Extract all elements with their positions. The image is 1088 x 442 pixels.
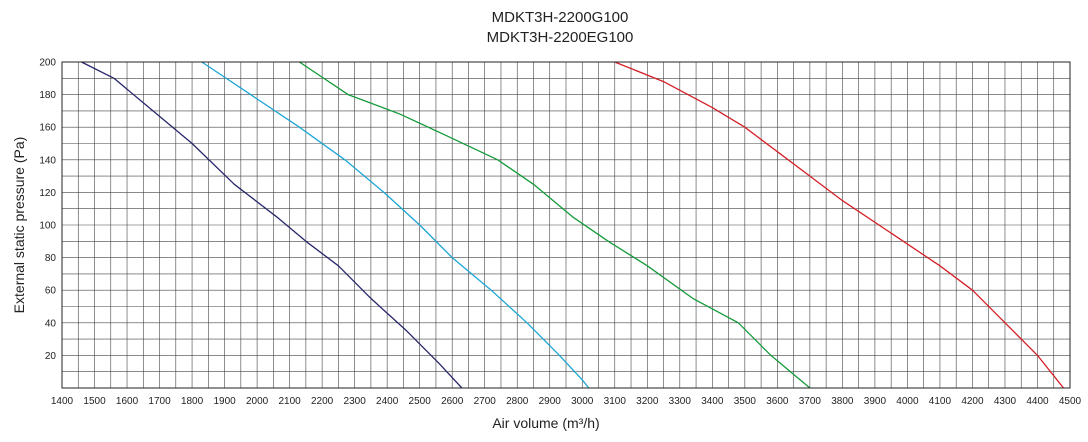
chart-title-line-2: MDKT3H-2200EG100: [487, 29, 634, 46]
x-tick-label: 3900: [864, 396, 887, 407]
plot-border: [61, 61, 1071, 389]
x-tick-label: 1400: [51, 396, 74, 407]
x-tick-label: 2400: [376, 396, 399, 407]
series-layer: [81, 61, 1065, 389]
x-tick-label: 3500: [734, 396, 757, 407]
y-tick-label: 20: [45, 351, 57, 362]
y-tick-label: 200: [39, 58, 56, 69]
series-line-4: [614, 61, 1065, 389]
y-tick-label: 120: [39, 188, 56, 199]
x-tick-label: 4100: [929, 396, 952, 407]
x-tick-label: 3100: [604, 396, 627, 407]
x-tick-label: 3700: [799, 396, 822, 407]
x-tick-label: 1700: [148, 396, 171, 407]
x-tick-label: 2000: [246, 396, 269, 407]
x-tick-label: 3800: [831, 396, 854, 407]
x-tick-label: 3600: [766, 396, 789, 407]
y-axis-title: External static pressure (Pa): [11, 137, 27, 314]
series-line-2: [201, 61, 590, 389]
y-tick-label: 80: [45, 253, 57, 264]
y-tick-label: 40: [45, 318, 57, 329]
x-tick-label: 3400: [701, 396, 724, 407]
x-tick-label: 3200: [636, 396, 659, 407]
x-tick-label: 2200: [311, 396, 334, 407]
x-tick-label: 1500: [83, 396, 106, 407]
y-tick-label: 140: [39, 155, 56, 166]
chart-title-line-1: MDKT3H-2200G100: [492, 9, 629, 26]
y-tick-label: 160: [39, 123, 56, 134]
series-line-3: [299, 61, 811, 389]
x-tick-label: 2600: [441, 396, 464, 407]
x-tick-label: 3000: [571, 396, 594, 407]
x-tick-label: 2800: [506, 396, 529, 407]
tick-labels: 1400 1500 1600 1700 1800 1900 2000 2100 2200 2300…: [39, 58, 1081, 408]
x-axis-title: Air volume (m³/h): [492, 415, 599, 431]
x-tick-label: 2900: [539, 396, 562, 407]
series-line-1: [81, 61, 463, 389]
x-tick-label: 4000: [896, 396, 919, 407]
y-tick-label: 180: [39, 90, 56, 101]
x-tick-label: 2100: [278, 396, 301, 407]
x-tick-label: 1900: [213, 396, 236, 407]
x-tick-label: 4500: [1059, 396, 1082, 407]
grid: [61, 61, 1071, 389]
x-tick-label: 2700: [474, 396, 497, 407]
x-tick-label: 4300: [994, 396, 1017, 407]
x-tick-label: 1600: [116, 396, 139, 407]
x-tick-label: 1800: [181, 396, 204, 407]
y-tick-label: 100: [39, 221, 56, 232]
x-tick-label: 3300: [669, 396, 692, 407]
x-tick-label: 2500: [409, 396, 432, 407]
x-tick-label: 4400: [1026, 396, 1049, 407]
x-tick-label: 4200: [961, 396, 984, 407]
x-tick-label: 2300: [344, 396, 367, 407]
y-tick-label: 60: [45, 286, 57, 297]
